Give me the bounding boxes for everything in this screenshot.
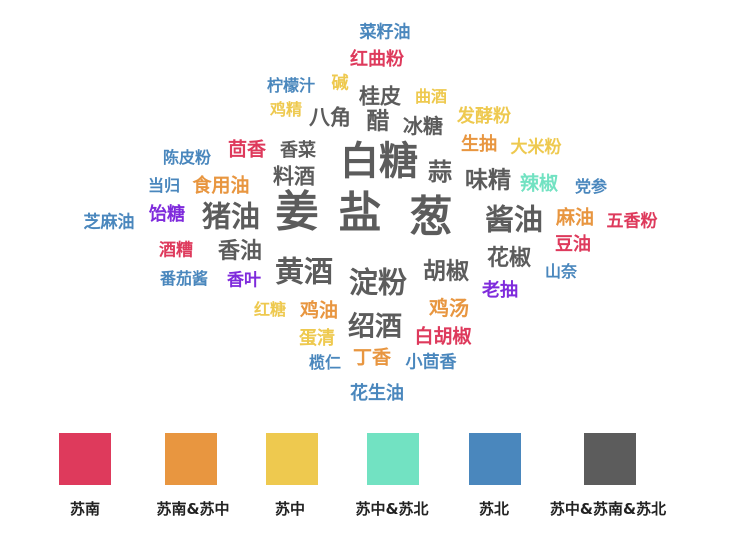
word-鸡精: 鸡精 [269,100,303,119]
legend-swatch-snz [165,433,217,485]
word-桂皮: 桂皮 [359,84,401,109]
word-味精: 味精 [465,167,511,194]
word-香菜: 香菜 [280,140,316,161]
word-碱: 碱 [331,73,349,94]
legend-swatch-szb [367,433,419,485]
word-豆油: 豆油 [555,234,591,255]
word-蒜: 蒜 [428,158,452,186]
legend: 苏南 苏南&苏中 苏中 苏中&苏北 苏北 苏中&苏南&苏北 [0,430,737,535]
word-榄仁: 榄仁 [308,353,342,372]
word-醋: 醋 [366,108,390,135]
word-酱油: 酱油 [484,202,544,237]
word-陈皮粉: 陈皮粉 [162,148,212,167]
word-发酵粉: 发酵粉 [457,106,511,127]
word-白胡椒: 白胡椒 [414,325,472,348]
legend-swatch-sn [59,433,111,485]
legend-label-sn: 苏南 [69,500,101,518]
legend-label-all: 苏中&苏南&苏北 [549,500,667,518]
word-蛋清: 蛋清 [299,328,335,349]
word-花生油: 花生油 [350,383,404,404]
word-芝麻油: 芝麻油 [83,212,135,233]
word-红曲粉: 红曲粉 [350,49,404,70]
legend-swatch-all [584,433,636,485]
word-老抽: 老抽 [482,280,518,301]
word-料酒: 料酒 [273,164,315,189]
word-胡椒: 胡椒 [423,258,469,285]
word-猪油: 猪油 [201,199,261,234]
legend-swatch-sb [469,433,521,485]
word-丁香: 丁香 [352,346,392,369]
word-大米粉: 大米粉 [510,137,562,158]
word-辣椒: 辣椒 [519,172,559,195]
word-盐: 盐 [338,188,382,239]
word-淀粉: 淀粉 [348,265,408,300]
word-绍酒: 绍酒 [348,311,402,343]
legend-label-sb: 苏北 [478,500,510,518]
legend-label-snz: 苏南&苏中 [156,500,230,518]
word-党参: 党参 [574,177,608,196]
word-五香粉: 五香粉 [606,211,658,232]
legend-label-szb: 苏中&苏北 [355,500,429,518]
word-柠檬汁: 柠檬汁 [266,76,316,95]
word-菜籽油: 菜籽油 [359,22,411,43]
word-当归: 当归 [147,176,181,195]
word-食用油: 食用油 [192,174,250,197]
legend-swatch-sz [266,433,318,485]
word-香油: 香油 [217,239,263,264]
word-香叶: 香叶 [227,270,261,291]
word-茴香: 茴香 [227,138,267,161]
word-生抽: 生抽 [461,134,497,155]
word-鸡汤: 鸡汤 [429,296,469,320]
word-葱: 葱 [409,192,453,243]
word-冰糖: 冰糖 [403,114,443,138]
word-番茄酱: 番茄酱 [159,269,209,288]
word-红糖: 红糖 [253,300,287,319]
word-山奈: 山奈 [544,262,578,281]
word-cloud: 菜籽油红曲粉柠檬汁碱桂皮 曲酒鸡精 八角醋冰糖 发酵粉陈皮粉 茴香 香菜 白糖 生抽 大米粉当归… [83,22,658,404]
word-花椒: 花椒 [486,246,532,271]
word-饴糖: 饴糖 [149,204,185,225]
word-麻油: 麻油 [555,206,595,229]
word-白糖: 白糖 [339,139,419,185]
word-小茴香: 小茴香 [405,352,457,373]
word-姜: 姜 [275,187,319,238]
word-鸡油: 鸡油 [299,299,339,322]
legend-label-sz: 苏中 [274,500,306,518]
word-八角: 八角 [309,105,351,130]
word-酒糟: 酒糟 [159,240,193,261]
word-黄酒: 黄酒 [274,254,334,289]
word-曲酒: 曲酒 [414,87,448,106]
